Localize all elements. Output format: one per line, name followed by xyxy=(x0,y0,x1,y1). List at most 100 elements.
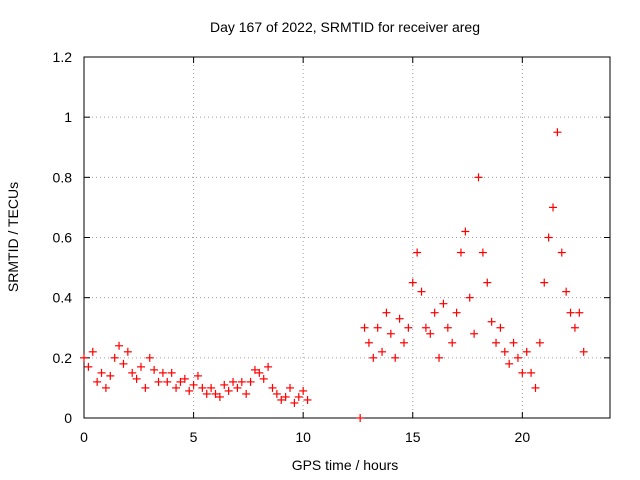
chart-title: Day 167 of 2022, SRMTID for receiver are… xyxy=(210,19,480,35)
data-point xyxy=(176,377,185,386)
data-point xyxy=(80,353,88,362)
data-point xyxy=(93,377,102,386)
data-point xyxy=(255,368,264,377)
data-point xyxy=(193,371,202,380)
x-tick-label: 10 xyxy=(295,429,311,445)
x-tick-label: 0 xyxy=(80,429,88,445)
data-point xyxy=(123,347,132,356)
data-point xyxy=(461,227,470,236)
data-point xyxy=(544,233,553,242)
data-point xyxy=(202,389,211,398)
data-point xyxy=(110,353,119,362)
plot-frame xyxy=(83,56,611,419)
data-point xyxy=(356,414,365,422)
data-point xyxy=(277,395,286,404)
data-point xyxy=(373,323,382,332)
x-tick-label: 15 xyxy=(405,429,421,445)
data-point xyxy=(439,299,448,308)
data-point xyxy=(562,287,571,296)
data-point xyxy=(557,248,566,257)
y-tick-label: 0.2 xyxy=(53,350,73,366)
data-point xyxy=(294,392,303,401)
data-point xyxy=(286,383,295,392)
data-point xyxy=(575,308,584,317)
data-point xyxy=(259,374,268,383)
data-point xyxy=(215,392,224,401)
data-point xyxy=(154,377,163,386)
data-point xyxy=(435,353,444,362)
data-point xyxy=(97,368,106,377)
x-axis-title: GPS time / hours xyxy=(292,457,399,473)
data-point xyxy=(399,338,408,347)
data-point xyxy=(579,347,588,356)
data-point xyxy=(487,317,496,326)
data-point xyxy=(549,203,558,212)
data-point xyxy=(391,353,400,362)
data-point xyxy=(413,248,422,257)
data-point xyxy=(443,323,452,332)
data-point xyxy=(465,293,474,302)
y-tick-label: 0.8 xyxy=(53,169,73,185)
data-point xyxy=(421,323,430,332)
data-point xyxy=(250,365,259,374)
data-point xyxy=(404,323,413,332)
data-point xyxy=(268,383,277,392)
data-point xyxy=(145,353,154,362)
data-point xyxy=(456,248,465,257)
data-point xyxy=(229,377,238,386)
y-tick-label: 1 xyxy=(64,109,72,125)
data-point xyxy=(540,278,549,287)
data-point xyxy=(478,248,487,257)
data-point xyxy=(88,347,97,356)
data-point xyxy=(163,377,172,386)
data-point xyxy=(272,389,281,398)
data-point xyxy=(474,173,483,182)
data-point xyxy=(378,347,387,356)
data-points xyxy=(80,128,588,422)
data-point xyxy=(132,374,141,383)
y-tick-label: 0.6 xyxy=(53,230,73,246)
data-point xyxy=(303,395,312,404)
data-point xyxy=(566,308,575,317)
data-point xyxy=(369,353,378,362)
data-point xyxy=(452,308,461,317)
data-point xyxy=(509,338,518,347)
data-point xyxy=(198,383,207,392)
data-point xyxy=(106,371,115,380)
data-point xyxy=(382,308,391,317)
data-point xyxy=(492,338,501,347)
data-point xyxy=(237,377,246,386)
data-point xyxy=(430,308,439,317)
data-point xyxy=(180,374,189,383)
data-point xyxy=(242,389,251,398)
data-point xyxy=(84,362,93,371)
data-point xyxy=(281,392,290,401)
data-point xyxy=(364,338,373,347)
data-point xyxy=(128,368,137,377)
data-point xyxy=(535,338,544,347)
grid-lines xyxy=(84,57,610,418)
data-point xyxy=(531,383,540,392)
y-tick-label: 1.2 xyxy=(53,49,73,65)
data-point xyxy=(246,377,255,386)
data-point xyxy=(522,347,531,356)
data-point xyxy=(224,386,233,395)
data-point xyxy=(185,386,194,395)
data-point xyxy=(513,353,522,362)
data-point xyxy=(115,341,124,350)
data-point xyxy=(570,323,579,332)
data-point xyxy=(518,368,527,377)
data-point xyxy=(189,380,198,389)
x-tick-label: 20 xyxy=(515,429,531,445)
data-point xyxy=(136,362,145,371)
data-point xyxy=(150,365,159,374)
data-point xyxy=(299,386,308,395)
x-tick-label: 5 xyxy=(190,429,198,445)
data-point xyxy=(211,389,220,398)
data-point xyxy=(417,287,426,296)
data-point xyxy=(220,380,229,389)
y-tick-label: 0 xyxy=(64,410,72,426)
y-axis-title: SRMTID / TECUs xyxy=(5,182,21,292)
data-point xyxy=(101,383,110,392)
